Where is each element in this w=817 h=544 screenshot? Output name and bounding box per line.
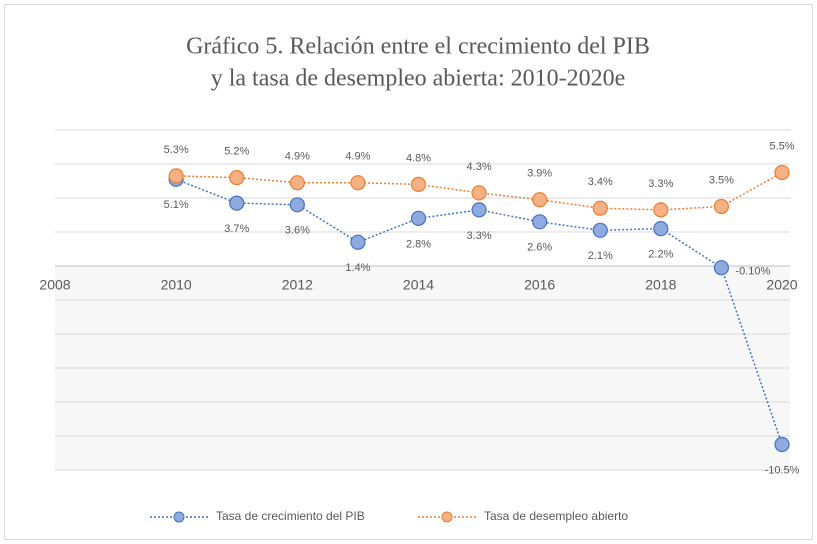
data-label: 4.9% [345,151,370,163]
series-line [175,178,783,445]
point-marker [350,234,366,250]
point-marker [774,436,790,453]
x-tick-label: 2014 [403,277,434,293]
data-label: -10.5% [765,464,800,476]
point-marker [168,168,184,184]
data-label: 3.6% [285,225,310,237]
data-label: -0.10% [735,266,770,278]
point-marker [410,210,427,226]
point-marker [471,202,487,218]
data-label: 4.9% [285,151,310,163]
point-marker [532,214,548,230]
data-label: 4.3% [467,161,492,173]
legend-label: Tasa de desempleo abierto [484,509,628,523]
point-marker [713,198,730,215]
x-tick-label: 2020 [766,277,797,293]
data-label: 2.6% [527,242,552,254]
data-label: 4.8% [406,152,431,164]
data-label: 2.1% [588,250,613,262]
data-label: 2.2% [648,249,673,261]
data-label: 5.3% [164,144,189,156]
point-marker [653,221,669,237]
legend-label: Tasa de crecimiento del PIB [216,509,365,523]
data-label: 5.5% [769,140,794,152]
data-label: 3.5% [709,174,734,186]
point-marker [774,164,790,181]
legend-marker [441,511,453,523]
data-label: 5.2% [224,146,249,158]
legend-marker [173,511,185,523]
x-tick-label: 2012 [282,277,313,293]
data-label: 3.4% [588,176,613,188]
data-label: 3.3% [467,230,492,242]
data-label: 3.7% [224,223,249,235]
data-label: 5.1% [164,199,189,211]
point-marker [592,200,608,216]
point-marker [289,175,305,191]
point-marker [229,170,245,186]
point-marker [350,175,366,191]
point-marker [410,176,427,192]
point-marker [653,202,669,218]
data-label: 3.9% [527,168,552,180]
data-label: 1.4% [345,262,370,274]
chart-title: y la tasa de desempleo abierta: 2010-202… [211,66,626,92]
point-marker [532,192,548,208]
data-label: 2.8% [406,238,431,250]
data-label: 3.3% [648,178,673,190]
chart-title: Gráfico 5. Relación entre el crecimiento… [186,34,650,60]
point-marker [592,222,608,238]
series-line [176,171,783,211]
x-tick-label: 2016 [524,277,555,293]
point-marker [289,197,305,213]
x-tick-label: 2008 [39,277,70,293]
point-marker [229,195,245,211]
x-tick-label: 2018 [645,277,676,293]
x-tick-label: 2010 [161,277,192,293]
point-marker [713,260,730,276]
point-marker [471,185,487,201]
